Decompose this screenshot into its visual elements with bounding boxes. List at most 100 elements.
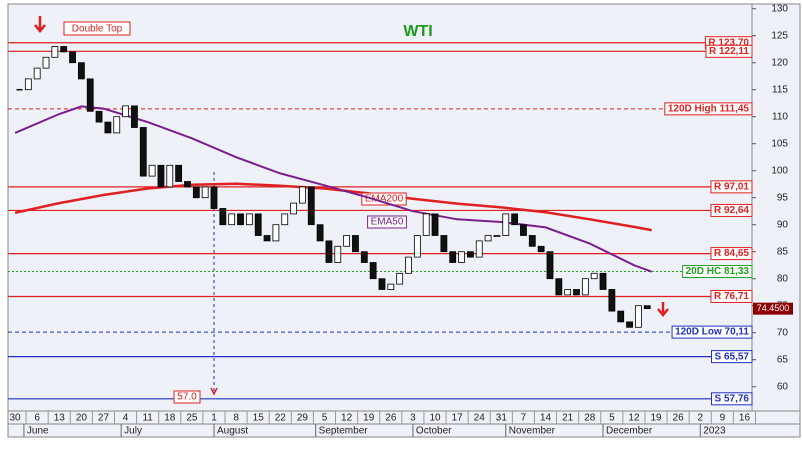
y-tick-label: 90 [777, 219, 789, 230]
level-label: R 123,70 [708, 37, 749, 48]
x-tick-label: 12 [628, 413, 640, 424]
candle [95, 110, 103, 123]
candle [440, 235, 448, 253]
candle [413, 235, 421, 258]
level-label: 120D High 111,45 [668, 104, 750, 115]
x-tick-label: 13 [54, 413, 66, 424]
level-label: R 92,64 [714, 205, 749, 216]
level-label-box [705, 44, 753, 58]
level-label-box [664, 102, 753, 116]
candle [290, 202, 297, 215]
x-tick-label: 6 [34, 413, 40, 424]
y-tick-label: 100 [771, 165, 788, 176]
x-tick-label: 14 [540, 413, 552, 424]
level-label-box [710, 247, 753, 261]
level-label-box [710, 180, 753, 194]
annotation-box [63, 21, 131, 36]
chart-title: WTI [403, 23, 432, 40]
candle [245, 213, 253, 226]
candle [184, 181, 191, 188]
candle [263, 235, 271, 242]
x-tick-label: 8 [233, 413, 239, 424]
candle [564, 289, 572, 296]
y-tick-label: 60 [777, 381, 789, 392]
month-label: November [509, 426, 556, 437]
level-label: S 57,76 [715, 393, 750, 404]
candle [387, 283, 395, 290]
candle [396, 272, 404, 285]
x-tick-label: 26 [385, 413, 397, 424]
x-tick-label: 30 [10, 413, 22, 424]
candle [546, 251, 554, 280]
x-tick-label: 11 [142, 413, 153, 424]
candle [33, 67, 41, 80]
candle [69, 51, 76, 64]
level-label: 120D Low 70,11 [675, 327, 749, 338]
candle [626, 321, 633, 328]
indicator-label-box [367, 215, 407, 229]
month-label: July [124, 426, 142, 437]
x-tick-label: 17 [452, 413, 464, 424]
candle [334, 245, 342, 263]
y-tick-label: 130 [771, 3, 788, 14]
x-tick-label: 15 [253, 413, 265, 424]
candle [360, 251, 368, 263]
candle [493, 235, 501, 237]
y-tick-label: 125 [771, 30, 788, 41]
x-tick-label: 20 [76, 413, 88, 424]
y-tick-label: 80 [777, 273, 789, 284]
candle [422, 213, 430, 236]
candle [77, 62, 85, 80]
candle [210, 186, 218, 209]
candle [51, 46, 59, 58]
last-price-box [753, 302, 793, 315]
x-tick-label: 9 [720, 413, 726, 424]
level-label: R 76,71 [714, 291, 749, 302]
x-tick-label: 5 [609, 413, 615, 424]
level-label-box [671, 325, 753, 339]
candle [520, 224, 527, 236]
level-label: 20D HC 81,33 [686, 266, 750, 277]
candle [113, 116, 121, 134]
candle [299, 186, 306, 204]
level-label: R 122,11 [709, 46, 749, 57]
month-label: December [606, 426, 653, 437]
candle [157, 164, 165, 188]
candle [634, 305, 642, 328]
candle [86, 78, 94, 112]
x-tick-label: 27 [98, 413, 110, 424]
x-tick-label: 7 [521, 413, 527, 424]
candle [599, 272, 607, 290]
candle [316, 224, 324, 242]
level-label-box [710, 203, 753, 217]
arrow [657, 302, 669, 317]
y-tick-label: 120 [771, 57, 788, 68]
indicator-label-box [361, 192, 407, 206]
candle [228, 213, 236, 226]
candle [343, 235, 351, 247]
candle [272, 224, 280, 242]
level-label-box [711, 350, 753, 364]
candle [643, 305, 651, 310]
candle [352, 235, 359, 253]
x-tick-label: 19 [363, 413, 375, 424]
month-label: September [319, 426, 369, 437]
level-label-box [711, 392, 753, 406]
candle [573, 289, 580, 296]
y-axis-area [751, 3, 801, 412]
candle [122, 105, 129, 118]
candle [42, 56, 50, 69]
marker-label: 57.0 [177, 392, 197, 403]
x-tick-label: 3 [410, 413, 416, 424]
candle [467, 251, 474, 258]
candle [458, 251, 465, 263]
marker-arrow [210, 387, 218, 396]
candle [148, 164, 156, 177]
month-label: 2023 [703, 426, 726, 437]
candle [104, 121, 112, 134]
candle [581, 278, 589, 296]
y-tick-label: 110 [772, 111, 788, 122]
candle [484, 235, 492, 242]
x-tick-label: 4 [123, 413, 129, 424]
